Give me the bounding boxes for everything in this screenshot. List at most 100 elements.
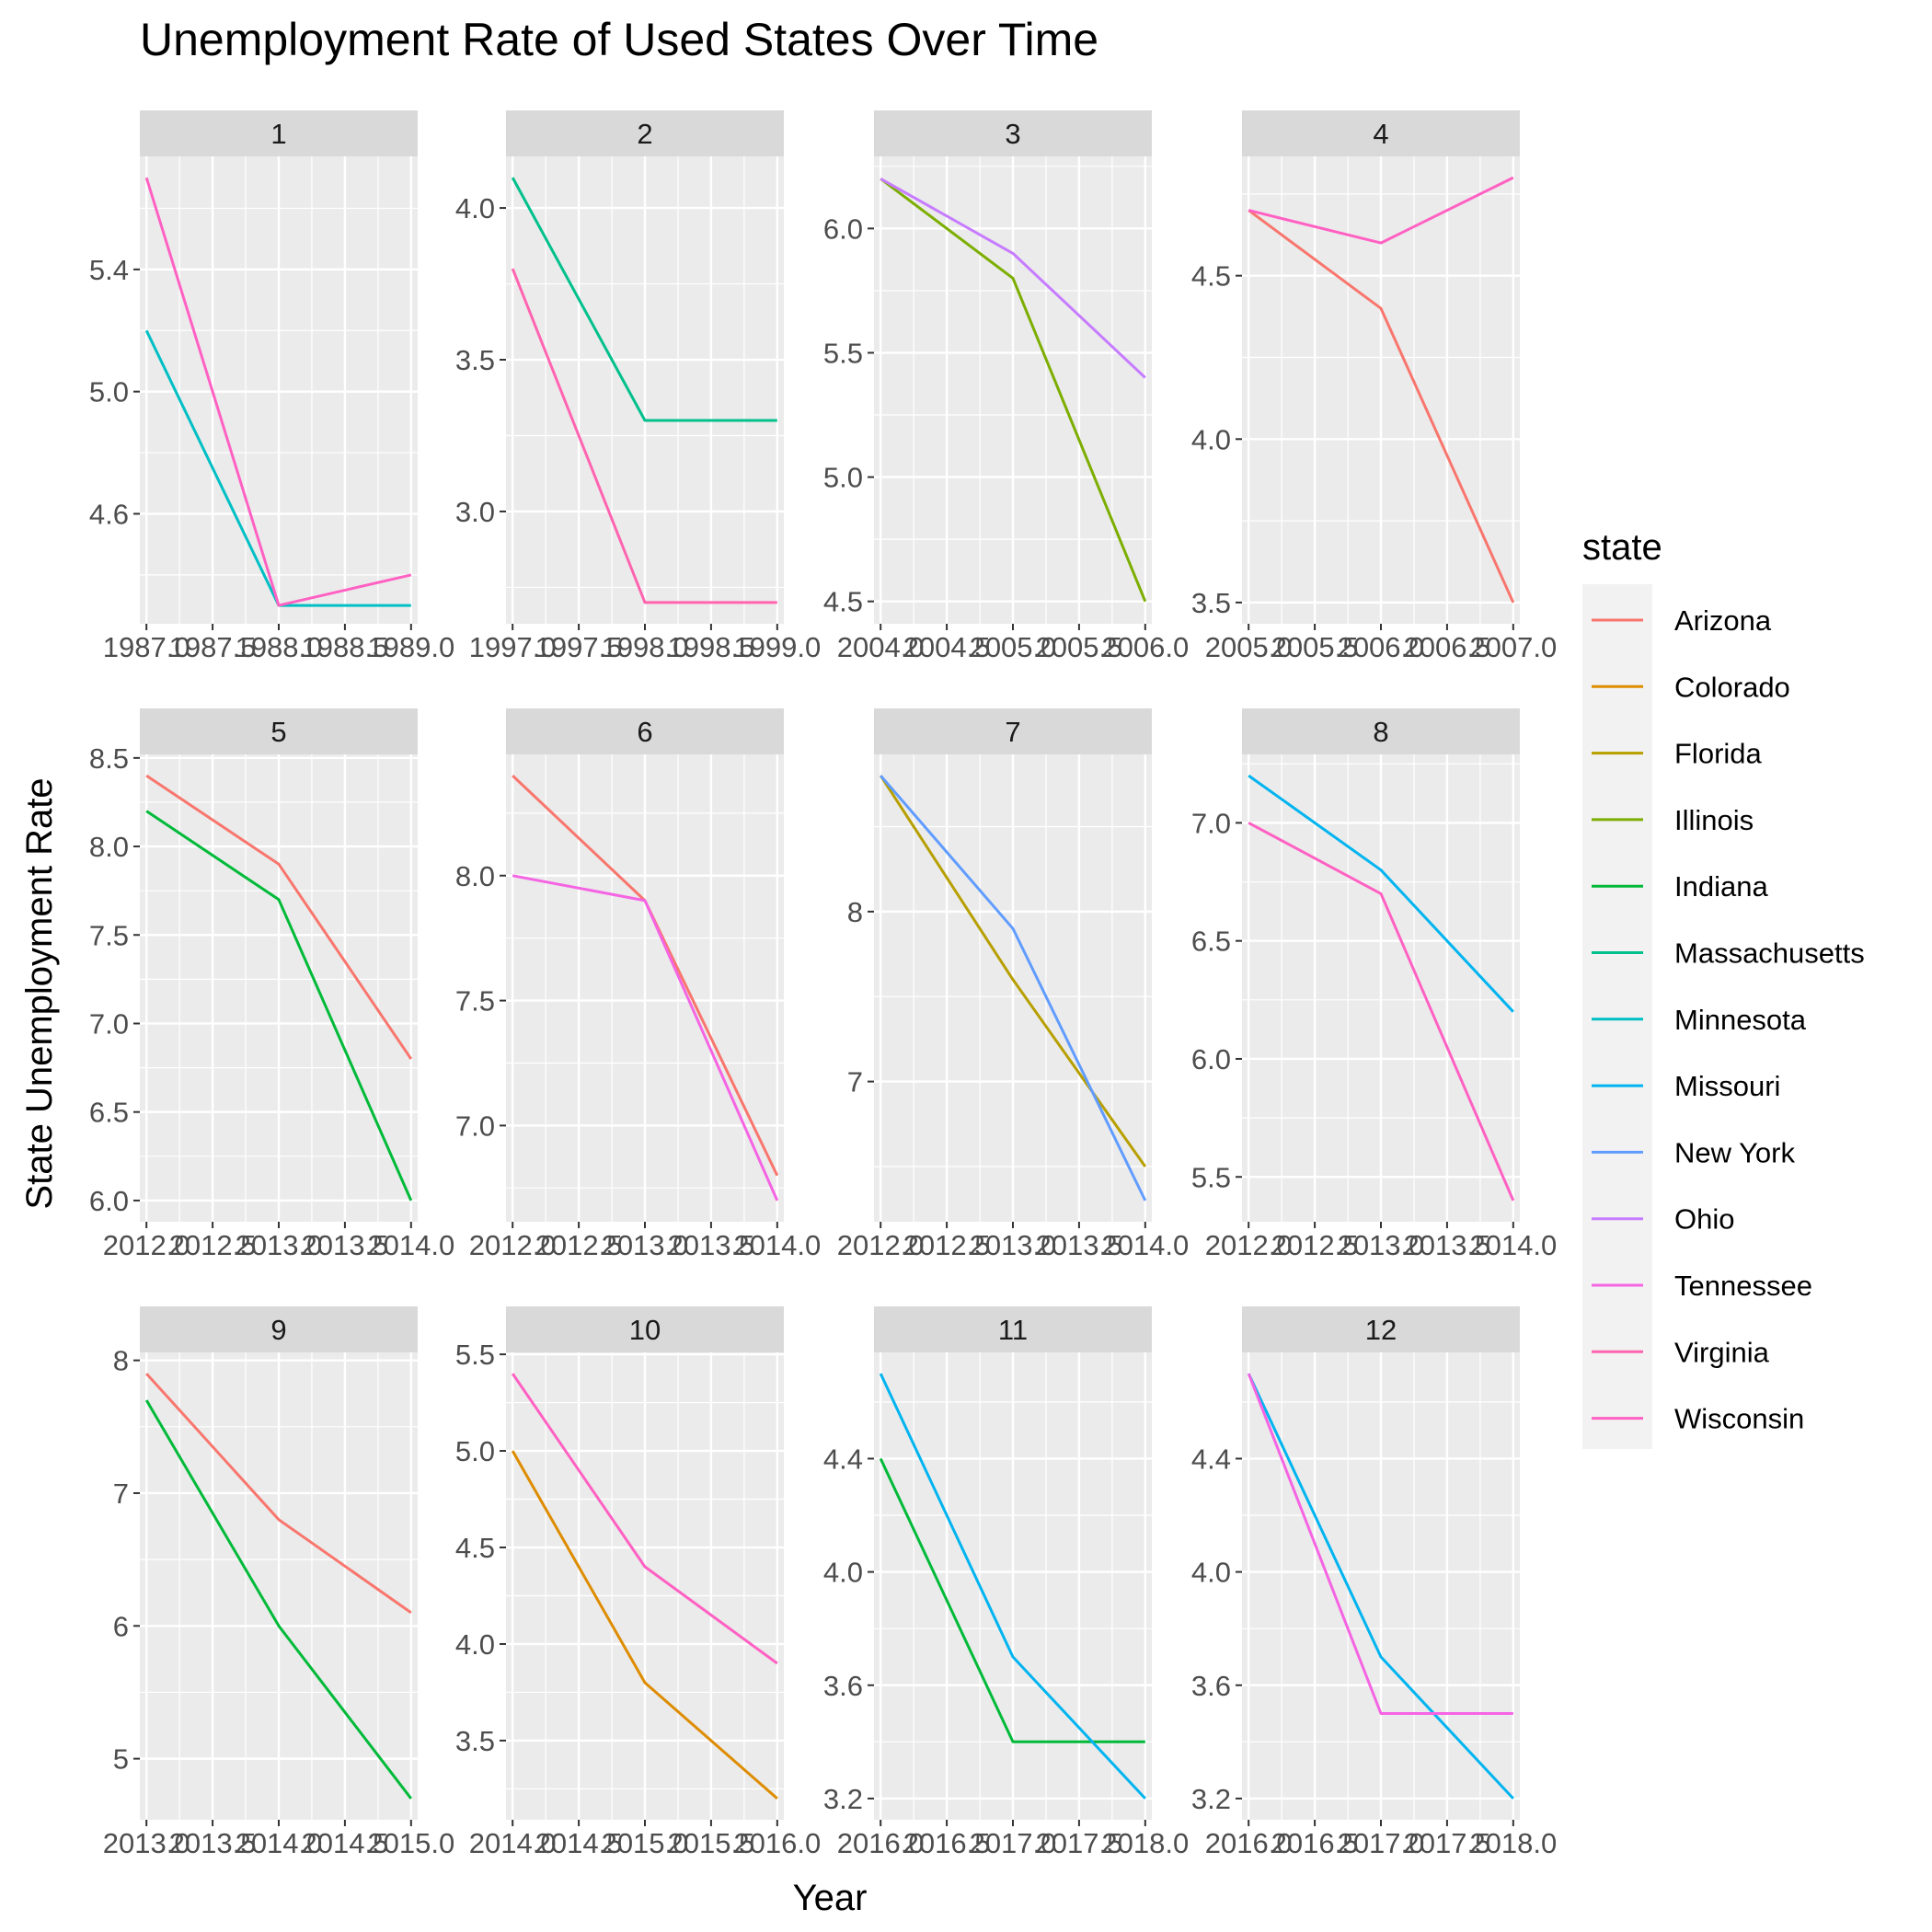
x-tick-label: 2005.0 [1205,631,1293,663]
y-tick-label: 7 [113,1478,129,1510]
x-tick-label: 2013.5 [169,1827,257,1859]
x-tick-label: 2012.5 [169,1229,257,1261]
x-tick-label: 2013.5 [1403,1229,1490,1261]
y-tick-label: 4.4 [823,1443,863,1475]
x-axis-title: Year [793,1878,868,1918]
facet-strip [1242,708,1520,754]
y-tick-label: 3.6 [823,1670,863,1702]
chart-title: Unemployment Rate of Used States Over Ti… [140,14,1098,65]
y-tick-label: 5.0 [823,462,863,494]
facet-panel-3: 3 4.5 5.0 5.5 6.0 2004.02004.52005.02005.5200… [823,110,1189,663]
facet-strip-label: 1 [270,118,286,150]
x-tick-label: 2014.0 [469,1827,557,1859]
facet-panel-5: 56.06.57.07.58.08.52012.02012.52013.0201… [89,708,454,1261]
series-line-missouri [879,1373,1146,1800]
x-tick-label: 2006.0 [1101,631,1189,663]
legend-label: Wisconsin [1674,1403,1804,1435]
series-line-ohio [880,177,1146,379]
y-tick-label: 4.0 [823,1557,863,1589]
facet-strip [506,110,784,156]
x-tick-label: 2006.0 [1338,631,1425,663]
y-tick-label: 4.0 [455,192,495,224]
x-tick-label: 2014.0 [236,1827,323,1859]
series-line-missouri [1247,1373,1514,1800]
y-tick-label: 5.5 [455,1339,495,1371]
y-tick-label: 4.5 [1191,260,1231,293]
y-tick-label: 8 [113,1345,129,1377]
legend-label: Illinois [1674,804,1754,836]
facet-strip-label: 5 [270,716,286,748]
y-tick-label: 7.0 [89,1007,129,1040]
legend-item-massachusetts: Massachusetts [1592,937,1865,970]
facet-strip-label: 11 [998,1314,1028,1346]
facet-strip [140,110,418,156]
series-line-tennessee [1247,1373,1513,1715]
legend-label: Minnesota [1674,1004,1807,1036]
facet-panel-8: 8 5.5 6.0 6.5 7.0 2012.02012.52013.02013.5201… [1191,708,1557,1261]
facet-strip-label: 2 [637,118,652,150]
x-tick-label: 2012.0 [1205,1229,1293,1261]
x-tick-label: 2018.0 [1101,1827,1189,1859]
facet-panel-12: 12 3.2 3.6 4.0 4.4 2016.02016.52017.02017.520… [1191,1306,1557,1859]
x-tick-label: 2014.0 [1101,1229,1189,1261]
series-line-indiana [144,1399,412,1800]
legend-label: Florida [1674,738,1763,770]
x-tick-label: 1989.0 [367,631,454,663]
y-tick-label: 6.0 [89,1185,129,1217]
x-tick-label: 2017.5 [1035,1827,1122,1859]
x-tick-label: 2005.5 [1271,631,1359,663]
legend-item-florida: Florida [1592,738,1763,770]
y-tick-label: 3.2 [823,1783,863,1815]
legend-item-ohio: Ohio [1592,1203,1734,1236]
y-tick-label: 4.5 [455,1532,495,1564]
series-line-illinois [880,178,1147,603]
facet-panel-10: 10 3.5 4.0 4.5 5.0 5.5 2014.02014.52015.02015.… [455,1306,821,1859]
x-tick-label: 2012.5 [1271,1229,1359,1261]
legend-label: Arizona [1674,604,1772,637]
facet-strip-label: 6 [637,716,652,748]
legend-label: Tennessee [1674,1270,1812,1302]
legend-item-arizona: Arizona [1592,604,1772,637]
series-line-indiana [879,1457,1145,1743]
x-tick-label: 2012.0 [103,1229,190,1261]
y-tick-label: 7.0 [1191,807,1231,839]
x-tick-label: 2016.5 [1271,1827,1359,1859]
series-line-arizona [145,1373,412,1615]
x-tick-label: 2014.0 [1469,1229,1557,1261]
series-line-arizona [145,774,413,1060]
legend-item-tennessee: Tennessee [1592,1270,1812,1302]
series-line-wisconsin [1248,176,1514,245]
legend-label: Virginia [1674,1336,1770,1368]
legend-label: Colorado [1674,671,1790,703]
y-tick-label: 6 [113,1610,129,1642]
y-tick-label: 7.5 [89,919,129,951]
legend-label: Massachusetts [1674,937,1865,970]
y-tick-label: 3.5 [455,344,495,376]
y-tick-label: 5.0 [455,1435,495,1467]
facet-strip [1242,1306,1520,1352]
x-tick-label: 2016.0 [1205,1827,1293,1859]
series-line-missouri [1248,774,1514,1013]
y-tick-label: 4.5 [823,586,863,618]
facet-strip-label: 3 [1005,118,1020,150]
x-tick-label: 2013.0 [103,1827,190,1859]
x-tick-label: 2018.0 [1469,1827,1557,1859]
facet-strip-label: 7 [1005,716,1020,748]
y-tick-label: 8.0 [89,831,129,863]
x-tick-label: 2012.5 [535,1229,623,1261]
x-tick-label: 2015.0 [602,1827,689,1859]
x-tick-label: 1988.5 [301,631,388,663]
x-tick-label: 1998.5 [667,631,754,663]
x-tick-label: 2005.0 [970,631,1057,663]
x-tick-label: 1987.0 [103,631,190,663]
y-tick-label: 3.2 [1191,1783,1231,1815]
facet-strip [140,708,418,754]
y-axis-title: State Unemployment Rate [19,777,60,1209]
facet-strip [1242,110,1520,156]
